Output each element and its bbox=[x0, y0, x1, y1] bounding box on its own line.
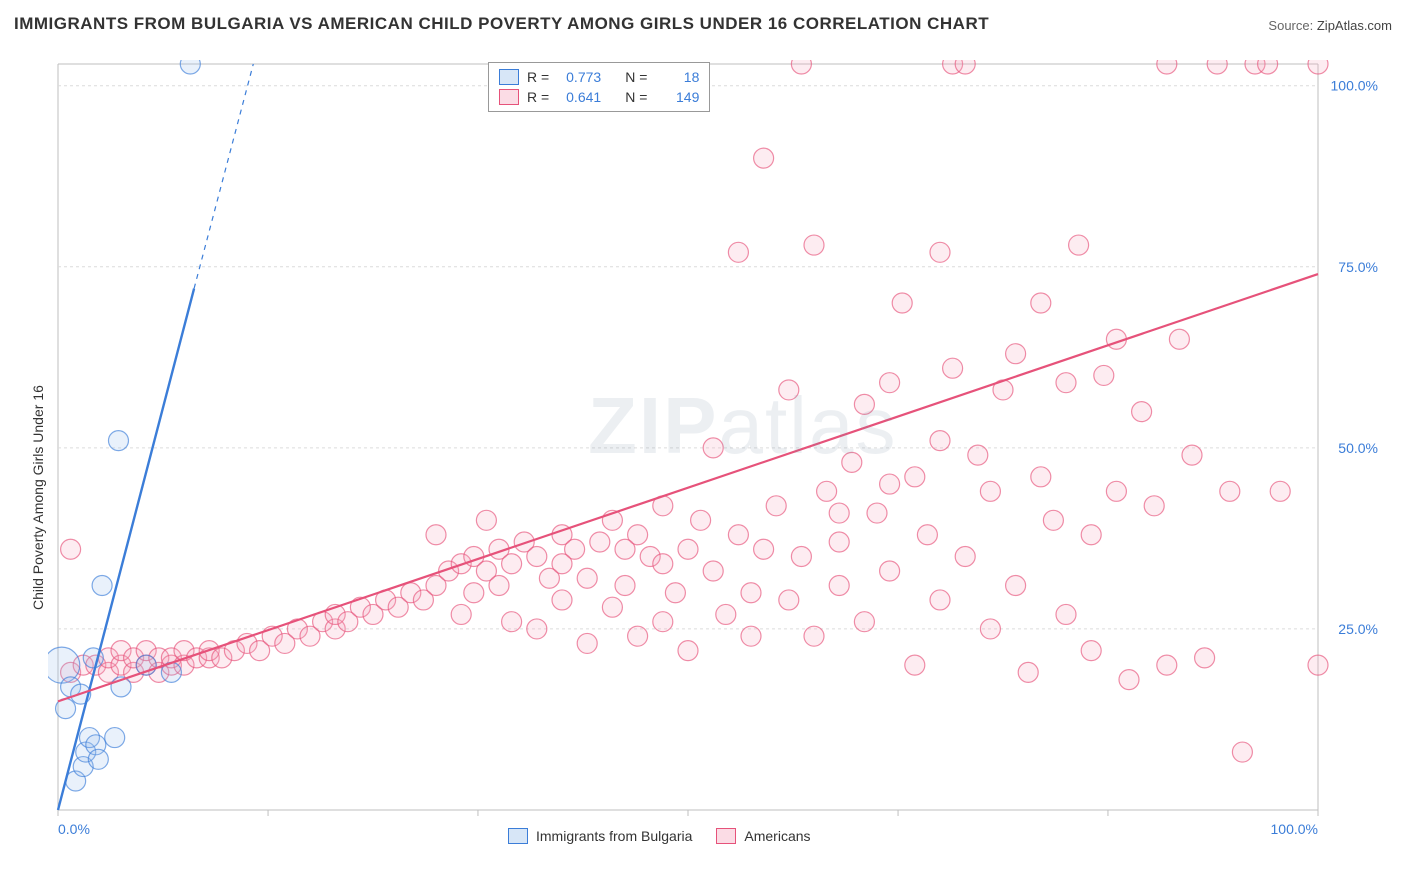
legend-swatch bbox=[499, 89, 519, 105]
legend-swatch bbox=[716, 828, 736, 844]
legend-swatch bbox=[508, 828, 528, 844]
n-label: N = bbox=[625, 87, 647, 107]
svg-text:0.0%: 0.0% bbox=[58, 821, 90, 837]
r-value: 0.773 bbox=[557, 67, 601, 87]
legend-row: R = 0.641 N = 149 bbox=[499, 87, 699, 107]
legend-row: R = 0.773 N = 18 bbox=[499, 67, 699, 87]
series-legend: Immigrants from Bulgaria Americans bbox=[508, 828, 811, 844]
r-label: R = bbox=[527, 67, 549, 87]
series-legend-label: Americans bbox=[744, 828, 810, 844]
series-legend-item: Immigrants from Bulgaria bbox=[508, 828, 692, 844]
svg-text:100.0%: 100.0% bbox=[1331, 78, 1378, 94]
source-value: ZipAtlas.com bbox=[1317, 18, 1392, 33]
chart-svg: 25.0% 50.0% 75.0% 100.0% 0.0% 100.0% bbox=[48, 60, 1388, 850]
scatter-chart: 25.0%50.0%75.0%100.0%0.0%100.0% ZIPatlas… bbox=[48, 60, 1388, 850]
series-legend-item: Americans bbox=[716, 828, 810, 844]
svg-text:50.0%: 50.0% bbox=[1338, 440, 1378, 456]
source-attribution: Source: ZipAtlas.com bbox=[1268, 18, 1392, 33]
r-value: 0.641 bbox=[557, 87, 601, 107]
chart-title: IMMIGRANTS FROM BULGARIA VS AMERICAN CHI… bbox=[14, 14, 989, 33]
svg-text:25.0%: 25.0% bbox=[1338, 621, 1378, 637]
source-label: Source: bbox=[1268, 18, 1313, 33]
legend-swatch bbox=[499, 69, 519, 85]
n-value: 18 bbox=[655, 67, 699, 87]
n-label: N = bbox=[625, 67, 647, 87]
y-axis-label: Child Poverty Among Girls Under 16 bbox=[30, 385, 46, 610]
series-legend-label: Immigrants from Bulgaria bbox=[536, 828, 692, 844]
correlation-legend: R = 0.773 N = 18 R = 0.641 N = 149 bbox=[488, 62, 710, 112]
svg-text:75.0%: 75.0% bbox=[1338, 259, 1378, 275]
n-value: 149 bbox=[655, 87, 699, 107]
svg-text:100.0%: 100.0% bbox=[1271, 821, 1318, 837]
r-label: R = bbox=[527, 87, 549, 107]
